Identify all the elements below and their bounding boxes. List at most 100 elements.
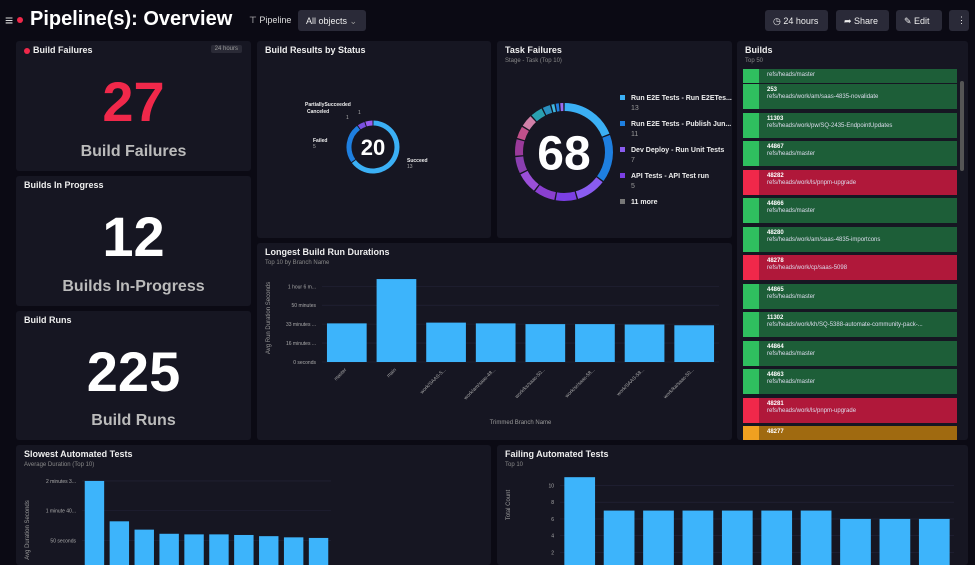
bar[interactable]: [259, 536, 278, 565]
build-results-donut: 20Succeed13Failed5PartiallySucceededCanc…: [257, 41, 491, 238]
bar[interactable]: [643, 511, 674, 565]
build-number: 11303: [767, 116, 949, 122]
time-range-button[interactable]: ◷ 24 hours: [765, 10, 828, 31]
bar[interactable]: [234, 535, 253, 565]
bar[interactable]: [525, 324, 565, 362]
bar[interactable]: [284, 537, 303, 565]
donut-segment[interactable]: [366, 123, 372, 124]
scrollbar-thumb[interactable]: [960, 81, 964, 171]
bar[interactable]: [674, 325, 714, 362]
donut-segment[interactable]: [537, 188, 555, 196]
donut-segment[interactable]: [600, 136, 609, 178]
build-branch: refs/heads/master: [767, 379, 815, 385]
x-tick-label: work/SAAS-58...: [616, 367, 646, 397]
legend-label: 11 more: [631, 199, 657, 206]
menu-icon[interactable]: ≡: [5, 12, 13, 28]
legend-value: 7: [631, 157, 724, 164]
y-tick-label: 1 minute 40...: [46, 509, 76, 515]
build-failures-value: 27: [16, 69, 251, 134]
build-item[interactable]: 48277: [743, 426, 957, 440]
build-branch: refs/heads/work/am/saas-4835-importcons: [767, 237, 880, 243]
donut-segment[interactable]: [349, 128, 359, 161]
build-number: 44866: [767, 201, 949, 207]
pipeline-select-value: All objects: [306, 16, 347, 26]
bar[interactable]: [184, 534, 203, 565]
build-runs-label: Build Runs: [16, 412, 251, 430]
donut-segment[interactable]: [534, 112, 543, 118]
bar[interactable]: [575, 324, 615, 362]
build-number: 48280: [767, 230, 949, 236]
bar[interactable]: [683, 511, 714, 565]
share-button[interactable]: ➦ Share: [836, 10, 889, 31]
build-runs-panel: Build Runs 225 Build Runs: [16, 311, 251, 440]
donut-segment[interactable]: [556, 195, 575, 197]
edit-button[interactable]: ✎ Edit: [896, 10, 942, 31]
bar[interactable]: [476, 323, 516, 362]
bar[interactable]: [209, 534, 228, 565]
more-button[interactable]: ⋮: [949, 10, 969, 31]
donut-segment[interactable]: [359, 124, 365, 127]
bar[interactable]: [426, 323, 466, 362]
build-branch: refs/heads/master: [767, 208, 815, 214]
y-axis-label: Avg Run Duration Seconds: [266, 282, 272, 354]
pipeline-select[interactable]: All objects ⌄: [298, 10, 366, 31]
donut-segment[interactable]: [521, 129, 525, 139]
build-branch: refs/heads/master: [767, 294, 815, 300]
bar[interactable]: [801, 511, 832, 565]
donut-segment[interactable]: [577, 180, 600, 195]
build-number: 48281: [767, 401, 949, 407]
builds-in-progress-panel: Builds In Progress 12 Builds In-Progress: [16, 176, 251, 306]
bar[interactable]: [377, 279, 417, 362]
edit-label: Edit: [914, 16, 930, 26]
status-stripe: [743, 341, 759, 366]
bar[interactable]: [722, 511, 753, 565]
legend-item[interactable]: Run E2E Tests - Run E2ETes...13: [620, 95, 732, 112]
bar[interactable]: [761, 511, 792, 565]
bar[interactable]: [919, 519, 950, 565]
bar[interactable]: [840, 519, 871, 565]
bar[interactable]: [110, 521, 129, 565]
legend-item[interactable]: 11 more: [620, 199, 657, 206]
bar[interactable]: [880, 519, 911, 565]
bar[interactable]: [85, 481, 104, 565]
donut-segment[interactable]: [524, 173, 536, 188]
donut-segment[interactable]: [519, 140, 521, 155]
y-tick-label: 4: [551, 534, 554, 540]
donut-segment[interactable]: [545, 109, 551, 112]
legend-item[interactable]: Run E2E Tests - Publish Jun...11: [620, 121, 731, 138]
bar[interactable]: [327, 323, 367, 362]
build-branch: refs/heads/work/ls/pnpm-upgrade: [767, 180, 856, 186]
donut-segment[interactable]: [519, 157, 523, 172]
bar[interactable]: [159, 534, 178, 565]
bar[interactable]: [564, 477, 595, 565]
bar[interactable]: [309, 538, 328, 565]
filter-icon: ⊤: [249, 15, 259, 25]
donut-segment[interactable]: [526, 119, 533, 128]
build-item[interactable]: refs/heads/master: [743, 69, 957, 83]
status-stripe: [743, 369, 759, 394]
build-branch: refs/heads/work/kh/SQ-5388-automate-comm…: [767, 322, 923, 328]
donut-segment[interactable]: [552, 108, 555, 109]
bar[interactable]: [604, 511, 635, 565]
x-tick-label: work/ks/saas-50...: [514, 367, 547, 400]
longest-build-panel: Longest Build Run Durations Top 10 by Br…: [257, 243, 732, 440]
bar[interactable]: [625, 325, 665, 362]
